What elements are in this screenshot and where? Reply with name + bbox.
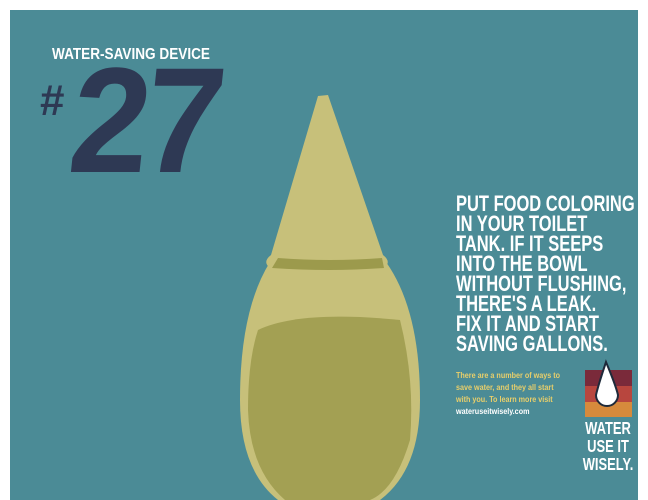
logo: WATER USE IT WISELY. (583, 359, 634, 475)
body-line: There are a number of ways to (456, 371, 560, 380)
url: wateruseitwisely.com (455, 407, 530, 416)
body: There are a number of ways to save water… (455, 371, 560, 416)
headline-line: WITHOUT FLUSHING, (456, 272, 626, 297)
body-line: save water, and they all start (456, 383, 554, 392)
kicker: WATER-SAVING DEVICE (52, 46, 210, 63)
headline-line: IN YOUR TOILET (456, 212, 587, 237)
hash: # (40, 76, 64, 125)
logo-line: USE IT (587, 437, 629, 457)
headline-line: SAVING GALLONS. (456, 332, 608, 357)
headline-line: FIX IT AND START (456, 312, 599, 337)
headline-line: PUT FOOD COLORING (456, 192, 635, 217)
logo-line: WISELY. (583, 455, 634, 475)
headline: PUT FOOD COLORING IN YOUR TOILET TANK. I… (456, 192, 635, 357)
float (240, 95, 420, 500)
headline-line: TANK. IF IT SEEPS (456, 232, 603, 257)
body-line: with you. To learn more visit (455, 395, 553, 404)
headline-line: THERE'S A LEAK. (456, 292, 596, 317)
logo-line: WATER (585, 419, 631, 439)
headline-line: INTO THE BOWL (456, 252, 588, 277)
number: 27 (63, 37, 228, 205)
